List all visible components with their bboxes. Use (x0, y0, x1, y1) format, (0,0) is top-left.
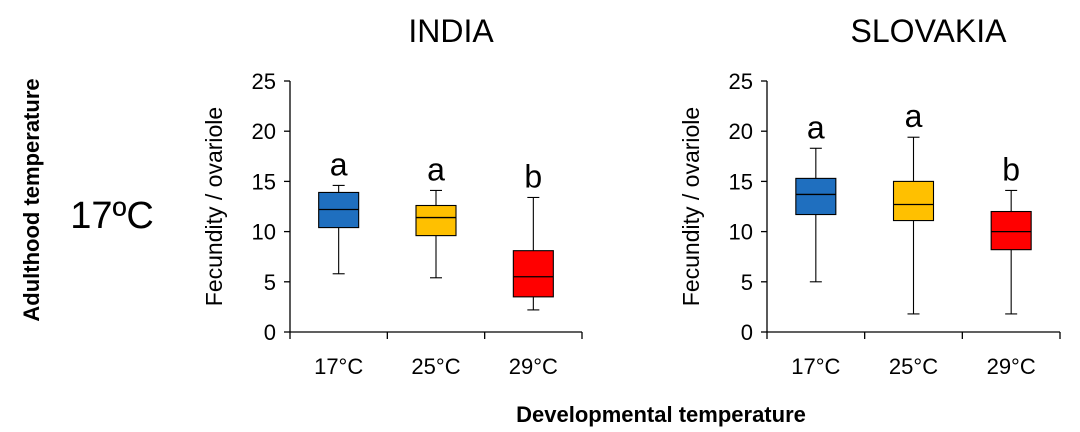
y-axis-label: Fecundity / ovariole (678, 107, 704, 306)
y-tick-label: 20 (729, 119, 753, 144)
y-tick-label: 10 (729, 220, 753, 245)
y-tick-label: 15 (252, 169, 276, 194)
y-tick-label: 15 (729, 169, 753, 194)
y-axis-label: Fecundity / ovariole (201, 107, 227, 306)
iqr-box (415, 204, 457, 237)
box-17C: a (795, 109, 837, 283)
iqr-box (795, 177, 837, 216)
y-tick-label: 0 (741, 320, 753, 345)
y-tick-label: 20 (252, 119, 276, 144)
box-29C: b (990, 151, 1032, 315)
iqr-box (512, 250, 554, 298)
box-29C: b (512, 158, 554, 311)
x-axis-label: Developmental temperature (516, 402, 806, 427)
iqr-box (990, 210, 1032, 251)
y-tick-label: 0 (264, 320, 276, 345)
significance-letter: a (807, 109, 825, 145)
box-25C: a (415, 151, 457, 279)
x-tick-label: 25°C (411, 354, 460, 379)
significance-letter: b (524, 158, 542, 194)
chart-title: INDIA (408, 13, 494, 49)
x-tick-label: 29°C (509, 354, 558, 379)
y-tick-label: 10 (252, 220, 276, 245)
iqr-box (892, 180, 935, 222)
y-tick-label: 5 (264, 270, 276, 295)
significance-letter: a (905, 98, 923, 134)
significance-letter: a (330, 146, 348, 182)
significance-letter: b (1002, 151, 1020, 187)
x-tick-label: 17°C (791, 354, 840, 379)
row-label: 17ºC (70, 195, 154, 237)
y-tick-label: 5 (741, 270, 753, 295)
chart-title: SLOVAKIA (851, 13, 1008, 49)
x-tick-label: 17°C (314, 354, 363, 379)
significance-letter: a (427, 151, 445, 187)
row-axis-label: Adulthood temperature (19, 78, 44, 321)
y-tick-label: 25 (252, 69, 276, 94)
box-17C: a (318, 146, 360, 275)
panel-slovakia: SLOVAKIA Fecundity / ovariole 0 5 10 15 20 25 17… (678, 13, 1061, 379)
x-tick-label: 29°C (987, 354, 1036, 379)
y-tick-label: 25 (729, 69, 753, 94)
box-25C: a (892, 98, 935, 315)
panel-india: INDIA Fecundity / ovariole 0 5 10 15 20 25 17°C 2… (201, 13, 583, 379)
x-tick-label: 25°C (889, 354, 938, 379)
